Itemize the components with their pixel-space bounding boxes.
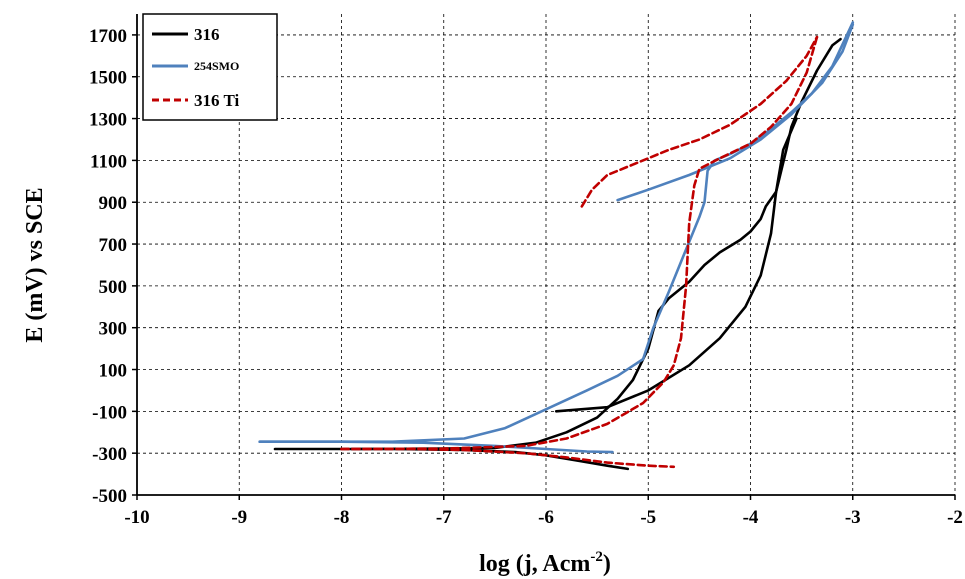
y-tick-label: 1500 (89, 68, 127, 89)
y-tick-label: 1100 (90, 151, 127, 172)
legend-label-254smo: 254SMO (194, 59, 239, 73)
legend-label-316: 316 (194, 25, 220, 44)
x-tick-label: -2 (947, 507, 963, 528)
y-tick-label: 1300 (89, 110, 127, 131)
y-tick-label: -500 (92, 486, 127, 507)
x-axis-title-main: log (j, Acm (479, 551, 590, 577)
legend-label-316ti: 316 Ti (194, 91, 239, 110)
y-axis-title: E (mV) vs SCE (22, 187, 48, 342)
x-tick-label: -3 (845, 507, 861, 528)
y-tick-label: 500 (99, 277, 128, 298)
x-tick-label: -7 (436, 507, 452, 528)
series-line-316-ti (580, 35, 819, 208)
y-tick-label: 1700 (89, 26, 127, 47)
series-line-254smo (258, 21, 855, 444)
y-tick-label: -300 (92, 444, 127, 465)
x-tick-label: -8 (334, 507, 350, 528)
x-axis-title-exponent: -2 (590, 549, 603, 565)
y-tick-label: 100 (99, 361, 128, 382)
x-tick-label: -9 (231, 507, 247, 528)
y-tick-label: 300 (99, 319, 128, 340)
x-tick-label: -4 (743, 507, 759, 528)
y-tick-label: 700 (99, 235, 128, 256)
series-line-316-ti (340, 447, 676, 469)
y-tick-label: 900 (99, 193, 128, 214)
x-tick-label: -10 (124, 507, 149, 528)
x-axis-title: log (j, Acm-2) (479, 549, 611, 577)
x-tick-label: -5 (640, 507, 656, 528)
series-line-316 (554, 117, 798, 413)
tick-labels: -10 -9 -8 -7 -6 -5 -4 -3 -2 -500 -300 -100 100 300 500… (89, 26, 963, 528)
y-tick-label: -100 (92, 402, 127, 423)
x-tick-label: -6 (538, 507, 554, 528)
series-lines (258, 21, 855, 471)
x-axis-title-close: ) (603, 551, 611, 577)
series-line-254smo (616, 23, 855, 202)
series-line-316-ti (340, 35, 819, 451)
legend: 316 254SMO 316 Ti (142, 13, 278, 121)
grid (137, 14, 956, 495)
axes (132, 14, 956, 500)
